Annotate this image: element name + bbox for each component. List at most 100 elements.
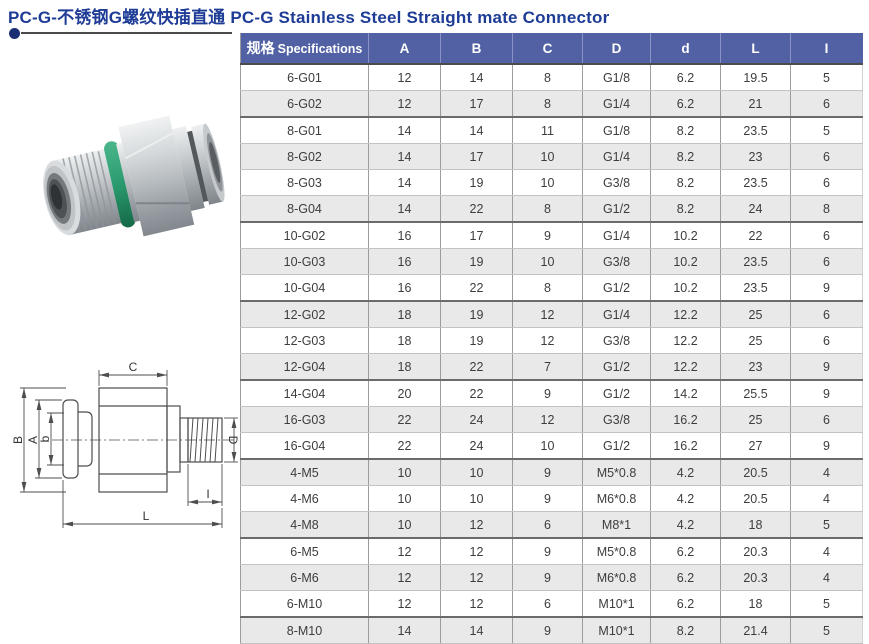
technical-drawing: C B A b D I L xyxy=(6,350,240,551)
value-cell: 23.5 xyxy=(720,169,791,196)
table-row: 12-G02 18 19 12 G1/4 12.2 25 6 xyxy=(240,301,863,328)
value-cell: 4.2 xyxy=(650,459,721,486)
value-cell: 9 xyxy=(512,222,583,249)
value-cell: 12 xyxy=(512,327,583,354)
value-cell: 21 xyxy=(720,90,791,118)
value-cell: 12 xyxy=(440,511,513,539)
table-row: 4-M6 10 10 9 M6*0.8 4.2 20.5 4 xyxy=(240,485,863,512)
value-cell: 6 xyxy=(790,222,863,249)
spec-cell: 12-G02 xyxy=(240,301,369,328)
value-cell: 8.2 xyxy=(650,169,721,196)
value-cell: 22 xyxy=(440,195,513,223)
value-cell: 20.5 xyxy=(720,485,791,512)
table-row: 10-G04 16 22 8 G1/2 10.2 23.5 9 xyxy=(240,274,863,302)
value-cell: 9 xyxy=(512,485,583,512)
value-cell: 6 xyxy=(790,301,863,328)
value-cell: 12 xyxy=(368,538,441,565)
technical-drawing-image: C B A b D I L xyxy=(11,360,240,528)
spec-cell: 12-G04 xyxy=(240,353,369,381)
value-cell: 4 xyxy=(790,564,863,591)
value-cell: 6.2 xyxy=(650,64,721,91)
spec-cell: 8-G04 xyxy=(240,195,369,223)
table-row: 6-M5 12 12 9 M5*0.8 6.2 20.3 4 xyxy=(240,538,863,565)
value-cell: G3/8 xyxy=(582,327,651,354)
value-cell: 5 xyxy=(790,64,863,91)
value-cell: 9 xyxy=(512,538,583,565)
spec-cell: 8-G03 xyxy=(240,169,369,196)
value-cell: 14 xyxy=(440,64,513,91)
table-row: 12-G04 18 22 7 G1/2 12.2 23 9 xyxy=(240,353,863,381)
value-cell: 11 xyxy=(512,117,583,144)
column-header-spec: 规格 Specifications xyxy=(240,33,369,65)
value-cell: 8 xyxy=(512,90,583,118)
spec-cell: 10-G03 xyxy=(240,248,369,275)
value-cell: 10 xyxy=(512,169,583,196)
value-cell: 5 xyxy=(790,511,863,539)
value-cell: M5*0.8 xyxy=(582,538,651,565)
value-cell: 4 xyxy=(790,538,863,565)
product-photo xyxy=(30,98,230,271)
value-cell: 9 xyxy=(512,380,583,407)
value-cell: G1/2 xyxy=(582,353,651,381)
value-cell: 10 xyxy=(368,485,441,512)
value-cell: 23 xyxy=(720,143,791,170)
value-cell: 14.2 xyxy=(650,380,721,407)
table-row: 16-G04 22 24 10 G1/2 16.2 27 9 xyxy=(240,432,863,460)
spec-cell: 6-M5 xyxy=(240,538,369,565)
value-cell: 12 xyxy=(440,538,513,565)
value-cell: M10*1 xyxy=(582,617,651,644)
value-cell: 25 xyxy=(720,406,791,433)
table-row: 6-G01 12 14 8 G1/8 6.2 19.5 5 xyxy=(240,64,863,91)
value-cell: 6 xyxy=(790,169,863,196)
column-header: L xyxy=(720,33,791,65)
value-cell: 6 xyxy=(512,590,583,618)
value-cell: G1/4 xyxy=(582,143,651,170)
value-cell: 5 xyxy=(790,617,863,644)
value-cell: 10 xyxy=(512,143,583,170)
value-cell: 14 xyxy=(368,117,441,144)
value-cell: 12 xyxy=(440,590,513,618)
value-cell: 16.2 xyxy=(650,406,721,433)
value-cell: 4 xyxy=(790,485,863,512)
value-cell: 18 xyxy=(368,353,441,381)
value-cell: 22 xyxy=(440,274,513,302)
column-header: D xyxy=(582,33,651,65)
value-cell: 22 xyxy=(720,222,791,249)
value-cell: 25 xyxy=(720,301,791,328)
value-cell: G1/4 xyxy=(582,222,651,249)
spec-cell: 6-G02 xyxy=(240,90,369,118)
value-cell: G1/4 xyxy=(582,301,651,328)
value-cell: 10.2 xyxy=(650,222,721,249)
spec-cell: 14-G04 xyxy=(240,380,369,407)
spec-cell: 6-G01 xyxy=(240,64,369,91)
spec-cell: 16-G03 xyxy=(240,406,369,433)
product-photo-image xyxy=(43,115,225,237)
table-row: 8-G02 14 17 10 G1/4 8.2 23 6 xyxy=(240,143,863,170)
table-row: 8-G01 14 14 11 G1/8 8.2 23.5 5 xyxy=(240,117,863,144)
spec-cell: 8-M10 xyxy=(240,617,369,644)
value-cell: 8.2 xyxy=(650,117,721,144)
column-header: d xyxy=(650,33,721,65)
spec-header-en: Specifications xyxy=(277,42,363,56)
value-cell: 8.2 xyxy=(650,195,721,223)
dim-label-d: D xyxy=(226,436,240,445)
value-cell: 9 xyxy=(512,459,583,486)
value-cell: 12 xyxy=(512,301,583,328)
dim-label-b-inner: b xyxy=(38,435,52,442)
dim-label-i: I xyxy=(206,487,209,501)
spec-table-body: 6-G01 12 14 8 G1/8 6.2 19.5 5 6-G02 12 17 8 G1/4 6.2 2… xyxy=(240,64,863,644)
table-row: 8-G03 14 19 10 G3/8 8.2 23.5 6 xyxy=(240,169,863,196)
value-cell: 8 xyxy=(512,195,583,223)
value-cell: 12.2 xyxy=(650,301,721,328)
value-cell: 10 xyxy=(440,485,513,512)
value-cell: G1/2 xyxy=(582,274,651,302)
page-title: PC-G-不锈钢G螺纹快插直通 PC-G Stainless Steel Str… xyxy=(8,3,609,28)
value-cell: 19 xyxy=(440,301,513,328)
value-cell: 9 xyxy=(790,353,863,381)
page-title-cn: PC-G-不锈钢G螺纹快插直通 xyxy=(8,8,226,27)
dim-label-a: A xyxy=(26,436,40,444)
value-cell: 9 xyxy=(790,274,863,302)
value-cell: 9 xyxy=(512,617,583,644)
